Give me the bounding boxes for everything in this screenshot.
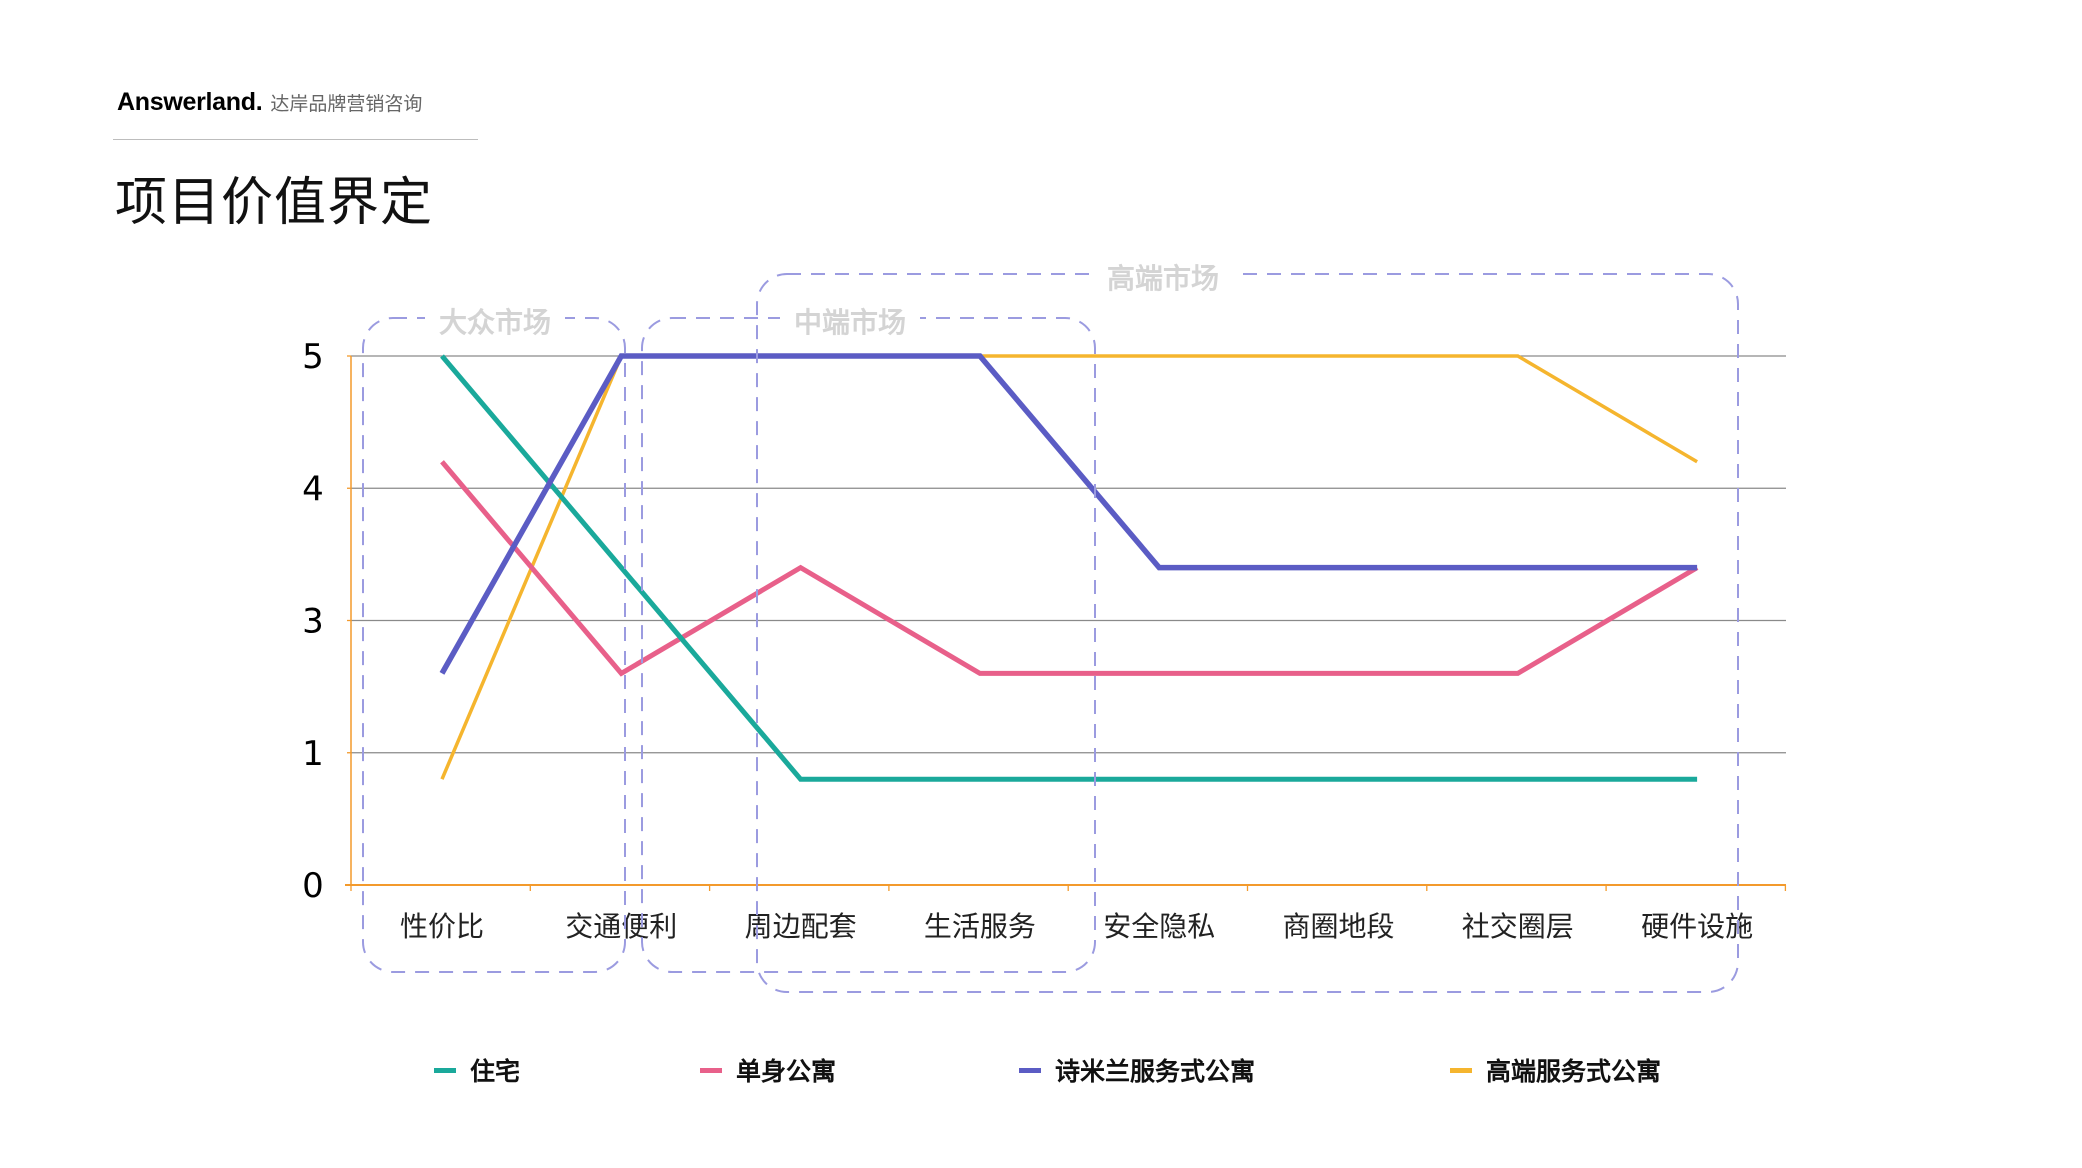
y-tick-label: 1: [302, 734, 324, 774]
x-axis: 性价比 交通便利 周边配套 生活服务 安全隐私 商圈地段 社交圈层 硬件设施: [345, 884, 1787, 943]
legend-label: 诗米兰服务式公寓: [1055, 1057, 1256, 1086]
y-tick-label: 3: [302, 602, 324, 642]
x-tick-label: 交通便利: [565, 910, 677, 943]
legend-label: 高端服务式公寓: [1486, 1057, 1662, 1086]
chart-legend: 住宅 单身公寓 诗米兰服务式公寓 高端服务式公寓: [0, 1052, 2082, 1092]
x-tick-label: 性价比: [400, 910, 484, 943]
brand-name: Answerland.: [117, 88, 263, 116]
legend-swatch-icon: [1019, 1067, 1041, 1073]
y-tick-label: 4: [302, 469, 324, 509]
x-tick-label: 社交圈层: [1462, 910, 1574, 943]
x-tick-label: 硬件设施: [1641, 910, 1753, 943]
y-tick-label: 0: [302, 866, 324, 906]
page-title: 项目价值界定: [115, 173, 434, 233]
segment-label: 大众市场: [439, 306, 551, 339]
brand-subtitle: 达岸品牌营销咨询: [270, 93, 423, 115]
series-line: [440, 460, 1699, 677]
gridlines: [351, 355, 1786, 754]
series-lines: [439, 353, 1699, 782]
legend-item-premium-serviced-apartment: 高端服务式公寓: [1450, 1052, 1661, 1088]
series-line: [440, 354, 1698, 782]
y-tick-label: 5: [302, 337, 324, 377]
segment-box: [641, 317, 1096, 973]
legend-label: 住宅: [470, 1057, 521, 1086]
legend-swatch-icon: [700, 1067, 722, 1073]
y-axis: 0 1 3 4 5: [302, 337, 352, 906]
x-tick-label: 商圈地段: [1282, 910, 1394, 943]
segment-boxes: 大众市场 中端市场 高端市场: [362, 254, 1739, 993]
x-tick-label: 安全隐私: [1103, 910, 1215, 943]
series-line: [439, 353, 1698, 675]
legend-item-similan-serviced-apartment: 诗米兰服务式公寓: [1019, 1052, 1255, 1088]
x-tick-label: 生活服务: [924, 910, 1036, 943]
legend-item-single-apartment: 单身公寓: [700, 1052, 836, 1088]
segment-box: [756, 273, 1739, 993]
x-tick-label: 周边配套: [745, 910, 857, 943]
legend-swatch-icon: [1450, 1067, 1472, 1073]
segment-label: 中端市场: [794, 306, 906, 339]
legend-swatch-icon: [434, 1067, 456, 1073]
brand-header: Answerland. 达岸品牌营销咨询: [117, 88, 422, 117]
header-divider: [113, 139, 478, 140]
legend-item-residential: 住宅: [434, 1052, 520, 1088]
segment-label: 高端市场: [1107, 262, 1219, 295]
legend-label: 单身公寓: [736, 1057, 837, 1086]
